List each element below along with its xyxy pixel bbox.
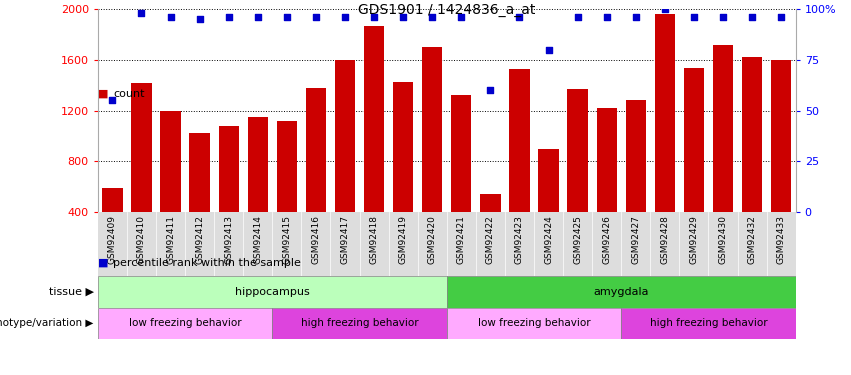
Point (280, 15, 294, 21)
Text: GSM92414: GSM92414 (254, 215, 262, 264)
Point (483, 87, 497, 93)
Point (106, 98, 119, 104)
Text: low freezing behavior: low freezing behavior (129, 318, 242, 328)
Text: GSM92417: GSM92417 (340, 215, 350, 264)
Point (658, 6, 671, 12)
Text: low freezing behavior: low freezing behavior (477, 318, 591, 328)
Bar (683, 68, 704, 212)
Text: tissue ▶: tissue ▶ (49, 286, 94, 297)
Text: GSM92426: GSM92426 (603, 215, 611, 264)
Text: GSM92422: GSM92422 (486, 215, 495, 264)
Text: high freezing behavior: high freezing behavior (300, 318, 419, 328)
Point (338, 15, 351, 21)
Bar (334, 60, 355, 212)
Bar (568, 89, 588, 212)
Point (717, 15, 730, 21)
Bar (447, 276, 796, 308)
Point (542, 47, 556, 53)
Point (571, 15, 585, 21)
Text: ■: ■ (98, 89, 108, 99)
Bar (393, 81, 414, 212)
Point (454, 15, 468, 21)
Text: genotype/variation ▶: genotype/variation ▶ (0, 318, 94, 328)
Point (600, 15, 614, 21)
Point (193, 16, 207, 22)
Text: ■: ■ (98, 258, 108, 267)
Bar (713, 45, 734, 212)
Bar (597, 108, 617, 212)
Bar (306, 88, 326, 212)
Point (368, 15, 381, 21)
Point (512, 15, 526, 21)
Text: count: count (113, 89, 145, 99)
Bar (654, 14, 675, 212)
Point (426, 15, 439, 21)
Bar (451, 95, 471, 212)
Bar (98, 276, 447, 308)
Bar (277, 121, 297, 212)
Bar (98, 308, 272, 339)
Point (251, 15, 265, 21)
Bar (480, 194, 500, 212)
Text: high freezing behavior: high freezing behavior (649, 318, 768, 328)
Text: GSM92418: GSM92418 (369, 215, 379, 264)
Bar (160, 111, 180, 212)
Bar (771, 60, 791, 212)
Text: GSM92424: GSM92424 (544, 215, 553, 264)
Bar (625, 100, 646, 212)
Bar (219, 126, 239, 212)
Text: GSM92415: GSM92415 (283, 215, 291, 264)
Bar (272, 308, 447, 339)
Text: GSM92428: GSM92428 (660, 215, 670, 264)
Text: GDS1901 / 1424836_a_at: GDS1901 / 1424836_a_at (358, 3, 535, 17)
Text: GSM92416: GSM92416 (311, 215, 321, 264)
Point (222, 15, 236, 21)
Text: GSM92412: GSM92412 (195, 215, 204, 264)
Point (163, 15, 177, 21)
Text: GSM92419: GSM92419 (398, 215, 408, 264)
Bar (509, 69, 529, 212)
Point (309, 15, 323, 21)
Bar (447, 308, 621, 339)
Bar (422, 47, 443, 212)
Point (134, 10, 148, 16)
Text: GSM92413: GSM92413 (224, 215, 233, 264)
Text: percentile rank within the sample: percentile rank within the sample (113, 258, 301, 267)
Bar (131, 83, 151, 212)
Bar (190, 134, 210, 212)
Bar (364, 26, 385, 212)
Point (774, 15, 788, 21)
Text: GSM92420: GSM92420 (428, 215, 437, 264)
Text: amygdala: amygdala (593, 286, 649, 297)
Bar (742, 57, 762, 212)
Point (397, 15, 410, 21)
Text: GSM92425: GSM92425 (573, 215, 582, 264)
Text: GSM92430: GSM92430 (718, 215, 728, 264)
Text: hippocampus: hippocampus (235, 286, 310, 297)
Text: GSM92409: GSM92409 (108, 215, 117, 264)
Text: GSM92423: GSM92423 (515, 215, 524, 264)
Bar (539, 148, 559, 212)
Bar (248, 117, 268, 212)
Text: GSM92427: GSM92427 (631, 215, 640, 264)
Text: GSM92421: GSM92421 (457, 215, 465, 264)
Text: GSM92433: GSM92433 (777, 215, 785, 264)
Text: GSM92429: GSM92429 (689, 215, 699, 264)
Text: GSM92432: GSM92432 (747, 215, 757, 264)
Text: GSM92410: GSM92410 (137, 215, 146, 264)
Bar (621, 308, 796, 339)
Bar (102, 188, 123, 212)
Text: GSM92411: GSM92411 (166, 215, 175, 264)
Point (687, 15, 700, 21)
Point (745, 15, 759, 21)
Point (629, 15, 643, 21)
